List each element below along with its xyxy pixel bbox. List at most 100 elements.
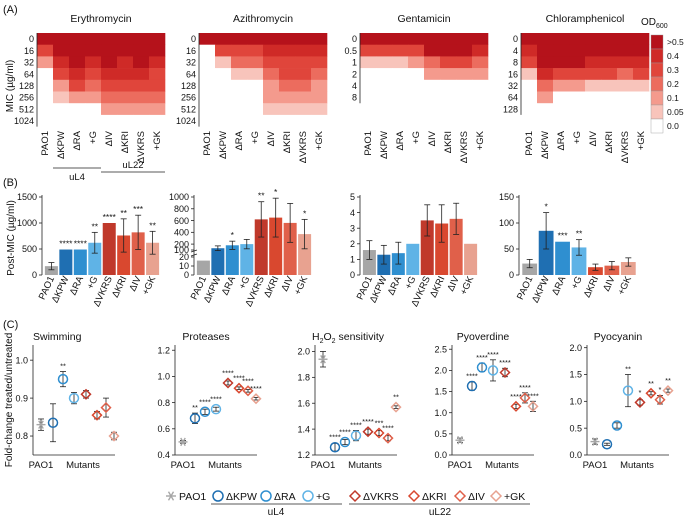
- heatmap-cell: [37, 91, 54, 104]
- heatmap-col-label: ΔVKRS: [298, 131, 309, 163]
- dot-marker: [489, 489, 503, 503]
- heatmap-cell: [311, 44, 328, 57]
- dot-marker: [47, 417, 59, 429]
- heatmap-legend-label: 0.0: [667, 121, 679, 131]
- bar: [449, 218, 463, 275]
- dot-significance: ****: [476, 353, 488, 362]
- heatmap-cell: [85, 33, 102, 45]
- heatmap-cell: [601, 68, 618, 81]
- bar-x-label: ΔKRI: [262, 275, 281, 300]
- dot-marker: [476, 362, 488, 373]
- heatmap-cell: [553, 56, 570, 69]
- heatmap-cell: [360, 79, 377, 92]
- heatmap-cell: [424, 33, 441, 45]
- heatmap-legend-label: 0.1: [667, 93, 679, 103]
- legend-item-label: ΔVKRS: [363, 491, 399, 503]
- heatmap-cell: [247, 91, 264, 104]
- heatmap-cell: [633, 103, 650, 116]
- heatmap-col-label: ΔKPW: [540, 131, 551, 159]
- heatmap-cell: [521, 56, 538, 69]
- heatmap-cell: [117, 103, 134, 116]
- bar-significance: **: [91, 221, 98, 231]
- heatmap-legend-title: OD600: [641, 17, 668, 30]
- heatmap-row-label: 1: [352, 58, 357, 68]
- heatmap-row-label: 512: [19, 104, 34, 114]
- heatmap-cell: [199, 33, 216, 45]
- legend-group-ul22: uL22: [429, 507, 452, 518]
- heatmap-cell: [215, 114, 232, 127]
- legend-item-label: ΔIV: [468, 491, 485, 503]
- bar-significance: **: [120, 208, 127, 218]
- bar: [362, 250, 376, 275]
- dot-significance: **: [665, 376, 671, 385]
- heatmap-cell: [295, 44, 312, 57]
- bar: [44, 266, 58, 275]
- heatmap-cell: [263, 44, 280, 57]
- bar-x-label: +GK: [292, 274, 310, 297]
- heatmap-cell: [69, 56, 86, 69]
- heatmap-cell: [149, 79, 166, 92]
- heatmap-col-label: +G: [250, 131, 261, 144]
- bar-x-label: ΔIV: [601, 274, 618, 293]
- dot-ylabel: Fold-change treated/untreated: [4, 333, 15, 468]
- heatmap-row-label: 128: [503, 104, 518, 114]
- heatmap-col-label: PAO1: [202, 131, 213, 156]
- bar-x-label: ΔRA: [68, 274, 87, 297]
- dot-marker: [611, 420, 623, 431]
- heatmap-title: Azithromycin: [233, 13, 293, 25]
- heatmap-cell: [85, 103, 102, 116]
- heatmap-cell: [633, 68, 650, 81]
- heatmap-cell: [537, 79, 554, 92]
- heatmap-cell: [360, 33, 377, 45]
- heatmap-cell: [231, 56, 248, 69]
- heatmap-row-label: 128: [19, 81, 34, 91]
- heatmap-cell: [101, 114, 118, 127]
- bar: [283, 222, 297, 275]
- dot-significance: ****: [199, 397, 211, 406]
- heatmap-cell: [521, 68, 538, 81]
- heatmap-cell: [376, 68, 393, 81]
- heatmap-cell: [199, 114, 216, 127]
- bar-significance: ****: [59, 239, 73, 249]
- heatmap-cell: [133, 114, 150, 127]
- heatmap-col-label: ΔKRI: [443, 131, 454, 153]
- bar: [588, 267, 603, 275]
- heatmap-cell: [360, 68, 377, 81]
- heatmap-cell: [601, 79, 618, 92]
- heatmap-col-label: ΔRA: [72, 130, 83, 150]
- heatmap-cell: [408, 91, 425, 104]
- dot-significance: ****: [487, 350, 499, 359]
- dot-marker: [68, 392, 80, 404]
- heatmap-cell: [585, 33, 602, 45]
- panel-label-b: (B): [3, 177, 18, 189]
- heatmap-col-label: +G: [88, 131, 99, 144]
- heatmap-cell: [247, 79, 264, 92]
- heatmap-legend-swatch: [650, 118, 664, 134]
- heatmap-cell: [408, 56, 425, 69]
- dot-title-tail: sensitivity: [336, 331, 385, 343]
- heatmap-cell: [295, 56, 312, 69]
- dot-x-label-pao1: PAO1: [448, 460, 473, 471]
- heatmap-row-label: 256: [181, 93, 196, 103]
- heatmap-cell: [279, 114, 296, 127]
- dot-marker: [592, 437, 598, 446]
- dot-x-label-mutants: Mutants: [620, 460, 654, 471]
- heatmap-cell: [133, 44, 150, 57]
- heatmap-cell: [376, 79, 393, 92]
- heatmap-cell: [424, 56, 441, 69]
- heatmap-legend-swatch: [650, 104, 664, 120]
- heatmap-cell: [215, 56, 232, 69]
- heatmap-cell: [521, 33, 538, 45]
- heatmap-cell: [295, 103, 312, 116]
- dot-marker: [510, 400, 522, 412]
- heatmap-cell: [360, 56, 377, 69]
- heatmap-cell: [440, 79, 457, 92]
- heatmap-cell: [37, 44, 54, 57]
- bar-x-label: ΔKRI: [428, 275, 447, 300]
- heatmap-cell: [585, 103, 602, 116]
- dot-significance: ****: [466, 372, 478, 381]
- heatmap-cell: [199, 56, 216, 69]
- dot-significance: ****: [499, 358, 511, 367]
- axis-break-mark: [190, 253, 198, 257]
